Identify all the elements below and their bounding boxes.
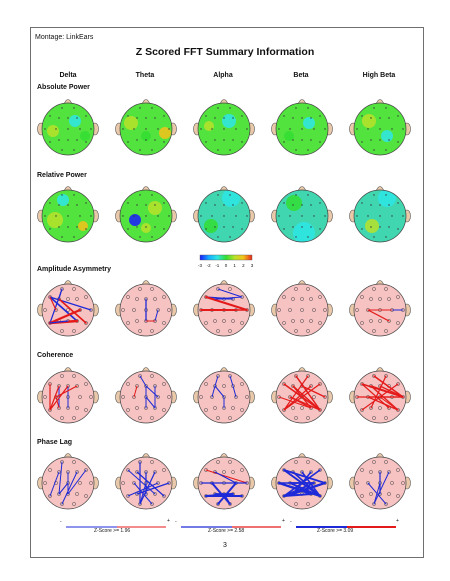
head-map-relative-beta bbox=[269, 178, 335, 255]
head-map-absolute-alpha bbox=[191, 91, 257, 168]
head-map-coherence-beta bbox=[269, 359, 335, 436]
head-map-asymmetry-beta bbox=[269, 272, 335, 349]
section-phase-lag: Phase Lag bbox=[37, 439, 73, 446]
zscore-legend-1 bbox=[62, 520, 172, 538]
zscore-legend-2-plus: + bbox=[282, 518, 285, 524]
head-map-asymmetry-theta bbox=[113, 272, 179, 349]
band-label-beta: Beta bbox=[293, 72, 309, 79]
zscore-legend-3 bbox=[292, 520, 402, 538]
colorbar-tick-label: -3 bbox=[198, 263, 202, 268]
zscore-legend-3-plus: + bbox=[396, 518, 399, 524]
head-map-absolute-beta bbox=[269, 91, 335, 168]
colorbar-tick-label: 0 bbox=[225, 263, 228, 268]
page-title: Z Scored FFT Summary Information bbox=[135, 46, 315, 58]
head-map-absolute-delta bbox=[35, 91, 101, 168]
head-map-relative-high-beta bbox=[347, 178, 413, 255]
section-relative-power: Relative Power bbox=[37, 172, 87, 179]
section-amplitude-asymmetry: Amplitude Asymmetry bbox=[37, 266, 112, 273]
section-coherence: Coherence bbox=[37, 352, 74, 359]
zscore-legend-2-label: Z-Score >= 2.58 bbox=[208, 528, 245, 534]
band-label-alpha: Alpha bbox=[213, 72, 233, 79]
zscore-legend-2-minus: - bbox=[175, 519, 177, 525]
head-map-phase-alpha bbox=[191, 445, 257, 522]
band-label-theta: Theta bbox=[135, 72, 155, 79]
head-map-phase-theta bbox=[113, 445, 179, 522]
head-map-absolute-theta bbox=[113, 91, 179, 168]
zscore-legend-1-plus: + bbox=[167, 518, 170, 524]
page-number: 3 bbox=[223, 542, 227, 549]
head-map-asymmetry-high-beta bbox=[347, 272, 413, 349]
colorbar-tick-label: 3 bbox=[251, 263, 254, 268]
zscore-legend-1-label: Z-Score >= 1.96 bbox=[94, 528, 131, 534]
colorbar-tick-label: -1 bbox=[215, 263, 219, 268]
zscore-legend-3-minus: - bbox=[290, 519, 292, 525]
head-map-coherence-delta bbox=[35, 359, 101, 436]
zscore-legend-1-minus: - bbox=[60, 519, 62, 525]
head-map-relative-theta bbox=[113, 178, 179, 255]
head-map-relative-delta bbox=[35, 178, 101, 255]
montage-label: Montage: LinkEars bbox=[35, 34, 94, 41]
zscore-legend-2 bbox=[177, 520, 287, 538]
band-label-delta: Delta bbox=[59, 72, 77, 79]
section-absolute-power: Absolute Power bbox=[37, 84, 90, 91]
colorbar-tick-label: 2 bbox=[242, 263, 245, 268]
head-map-asymmetry-delta bbox=[35, 272, 101, 349]
band-label-high-beta: High Beta bbox=[362, 72, 396, 79]
colorbar-tick-label: -2 bbox=[207, 263, 211, 268]
color-scale-bar: -3 -2 -1 0 1 2 3 bbox=[196, 254, 256, 275]
head-map-coherence-alpha bbox=[191, 359, 257, 436]
head-map-phase-delta bbox=[35, 445, 101, 522]
head-map-phase-beta bbox=[269, 445, 335, 522]
zscore-legend-3-label: Z-Score >= 3.09 bbox=[317, 528, 354, 534]
head-map-coherence-theta bbox=[113, 359, 179, 436]
colorbar-tick-label: 1 bbox=[233, 263, 236, 268]
head-map-coherence-high-beta bbox=[347, 359, 413, 436]
head-map-phase-high-beta bbox=[347, 445, 413, 522]
head-map-absolute-high-beta bbox=[347, 91, 413, 168]
head-map-asymmetry-alpha bbox=[191, 272, 257, 349]
head-map-relative-alpha bbox=[191, 178, 257, 255]
